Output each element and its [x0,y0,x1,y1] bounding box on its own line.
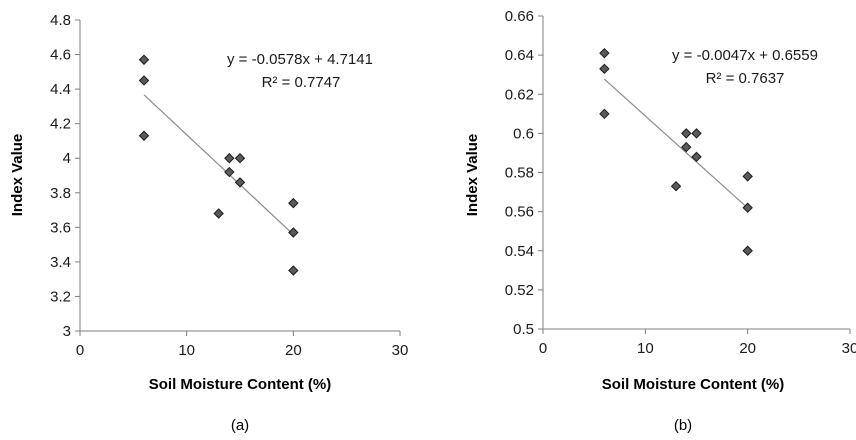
trendline [143,94,294,236]
y-tick-label: 0.56 [505,204,534,221]
panel-b: Index Value Soil Moisture Content (%) y … [464,8,856,434]
data-point [234,153,246,164]
data-point [599,47,610,59]
y-tick-label: 4.4 [50,81,71,98]
panel-label: (a) [231,417,249,434]
y-tick-label: 4.2 [50,116,71,133]
y-tick-label: 0.58 [505,165,534,182]
panel-label: (b) [674,417,692,434]
x-axis-title: Soil Moisture Content (%) [149,376,332,393]
x-tick-label: 0 [539,340,547,357]
data-point [681,128,692,139]
y-tick-label: 3.2 [50,288,71,305]
r-squared-label: R² = 0.7637 [706,70,785,87]
x-tick-label: 0 [76,342,84,359]
trendline [603,78,749,209]
x-tick-label: 10 [637,340,654,357]
data-point [138,54,150,65]
y-tick-label: 0.54 [505,243,534,260]
x-tick-label: 20 [285,342,302,359]
data-point [234,177,246,188]
data-point [670,180,682,192]
y-tick-label: 0.62 [505,86,534,103]
y-tick-label: 0.5 [513,321,534,338]
data-point [599,108,610,120]
data-point [742,245,753,256]
data-point [288,197,299,209]
panel-a: Index Value Soil Moisture Content (%) y … [9,12,408,434]
data-point [599,63,610,75]
data-point [138,75,150,86]
x-tick-label: 30 [392,342,409,359]
y-tick-label: 0.64 [505,47,534,64]
data-point [691,128,702,139]
x-tick-label: 30 [842,340,856,357]
trendline-equation: y = -0.0578x + 4.7141 [227,51,373,68]
data-point [288,227,299,238]
data-point [138,130,150,141]
y-tick-label: 3.4 [50,254,71,271]
data-point [691,151,702,163]
x-tick-label: 10 [178,342,195,359]
data-point [681,141,692,153]
data-point [742,202,753,213]
x-tick-label: 20 [739,340,756,357]
y-axis-title: Index Value [9,134,26,217]
y-tick-label: 3 [63,323,71,340]
trendline-equation: y = -0.0047x + 0.6559 [672,47,818,64]
y-tick-label: 3.6 [50,219,71,236]
y-axis-title: Index Value [464,134,481,217]
y-tick-label: 0.52 [505,282,534,299]
y-tick-label: 3.8 [50,185,71,202]
r-squared-label: R² = 0.7747 [262,74,341,91]
data-point [742,171,753,182]
y-tick-label: 4.8 [50,12,71,29]
y-tick-label: 4.6 [50,47,71,64]
y-tick-label: 0.66 [505,8,534,25]
data-point [213,208,224,219]
data-point [224,166,235,178]
data-point [224,153,235,164]
data-point [288,265,299,276]
y-tick-label: 0.6 [513,125,534,142]
x-axis-title: Soil Moisture Content (%) [602,376,785,393]
y-tick-label: 4 [63,150,71,167]
